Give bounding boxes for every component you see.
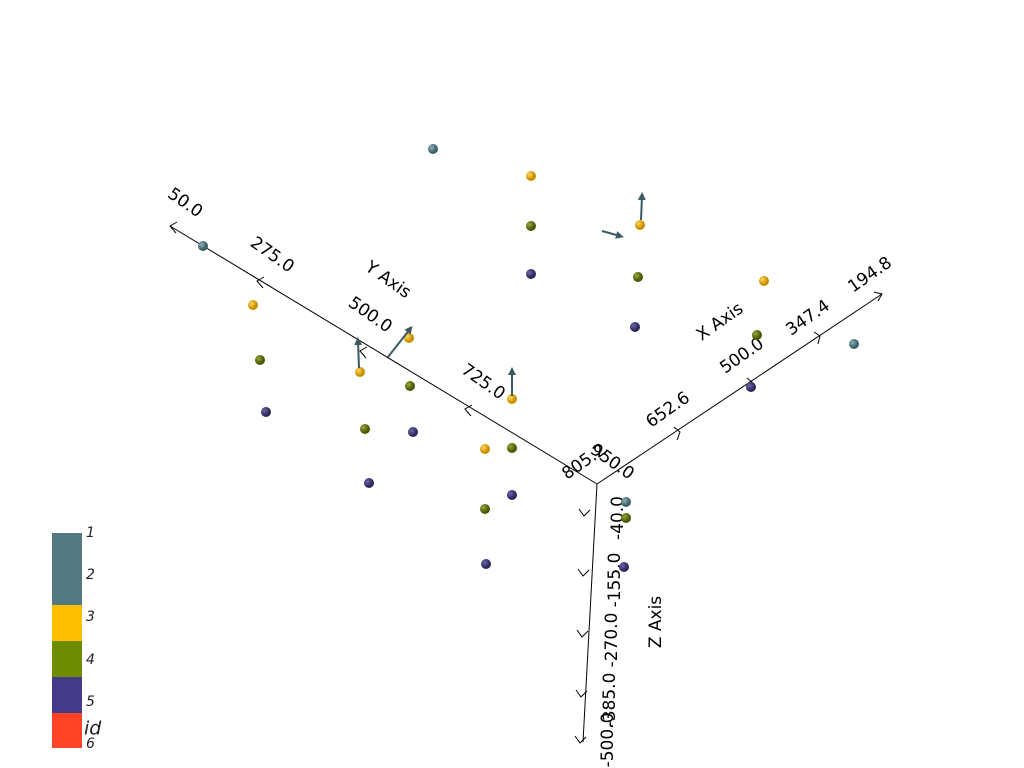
z-tick-label: -385.0 [600, 673, 620, 728]
point [507, 443, 517, 453]
point [526, 269, 536, 279]
point [635, 220, 645, 230]
y-tick-label: 50.0 [164, 184, 206, 222]
point [526, 221, 536, 231]
point [746, 382, 756, 392]
arrow [354, 337, 363, 369]
point [630, 322, 640, 332]
point [621, 513, 631, 523]
y-axis-title: Y Axis [361, 257, 415, 303]
z-tick-label: -500.0 [598, 713, 618, 768]
point [261, 407, 271, 417]
z-axis-line [582, 483, 598, 743]
x-axis-line [596, 293, 883, 485]
point [255, 355, 265, 365]
legend-swatch [52, 533, 82, 605]
legend-label: 4 [86, 652, 95, 668]
y-tick-label: 500.0 [344, 293, 395, 337]
point [507, 490, 517, 500]
x-tick-label: 652.6 [642, 388, 693, 432]
legend-swatch [52, 677, 82, 713]
arrow [601, 230, 624, 239]
y-tick-label: 725.0 [457, 360, 508, 404]
legend-label: 1 [86, 525, 95, 541]
point [360, 424, 370, 434]
arrow [637, 192, 646, 221]
point [526, 171, 536, 181]
legend-label: 2 [86, 567, 95, 583]
point [480, 444, 490, 454]
point [405, 381, 415, 391]
x-axis-title: X Axis [693, 299, 747, 345]
point [364, 478, 374, 488]
color-legend: 1 2 3 4 5 6 id [52, 525, 102, 752]
point [481, 559, 491, 569]
z-axis-title: Z Axis [646, 596, 666, 648]
point [621, 497, 631, 507]
arrow [387, 325, 413, 358]
legend-swatch [52, 713, 82, 748]
x-tick-label: 194.8 [844, 253, 895, 297]
point [248, 300, 258, 310]
point [355, 367, 365, 377]
z-tick-label: -40.0 [608, 496, 628, 540]
tick-marks [169, 221, 883, 744]
point [759, 276, 769, 286]
y-axis-line [169, 225, 598, 485]
x-tick-label: 347.4 [782, 296, 833, 340]
legend-title: id [84, 718, 102, 740]
point [619, 562, 629, 572]
legend-label: 3 [86, 609, 95, 625]
x-tick-label: 500.0 [716, 334, 767, 378]
legend-label: 5 [86, 694, 95, 710]
point [404, 333, 414, 343]
legend-label: 6 [86, 736, 95, 752]
legend-swatch [52, 641, 82, 677]
z-tick-label: -270.0 [602, 613, 622, 668]
point [752, 330, 762, 340]
point [428, 144, 438, 154]
point [198, 241, 208, 251]
z-tick-label: -155.0 [605, 553, 625, 608]
point [849, 339, 859, 349]
legend-swatch [52, 605, 82, 641]
y-tick-label: 275.0 [246, 233, 297, 277]
axes [169, 221, 883, 744]
points [198, 144, 859, 572]
point [633, 272, 643, 282]
point [480, 504, 490, 514]
point [408, 427, 418, 437]
point [507, 394, 517, 404]
arrow-glyphs [354, 192, 646, 396]
